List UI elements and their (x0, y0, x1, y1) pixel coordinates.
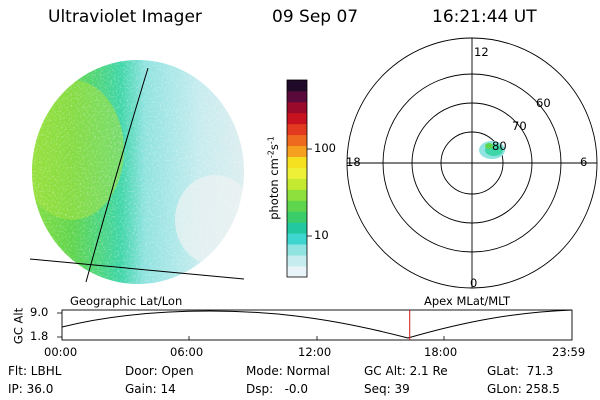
colorbar-segment (287, 80, 307, 92)
gain-status: Gain: 14 (125, 382, 176, 396)
time-tick-1200: 12:00 (298, 345, 332, 359)
gc-alt-status: GC Alt: 2.1 Re (364, 364, 448, 378)
colorbar-segment (287, 167, 307, 179)
filter-status: Flt: LBHL (8, 364, 62, 378)
alt-max-label: 9.0 (30, 305, 49, 319)
polar-label-18: 18 (346, 155, 361, 169)
colorbar-segment (287, 255, 307, 267)
time-tick-2359: 23:59 (552, 345, 586, 359)
colorbar-segment (287, 266, 307, 278)
auroral-spot (479, 141, 505, 159)
door-status: Door: Open (125, 364, 194, 378)
time-label: 16:21:44 UT (432, 7, 537, 27)
colorbar-tick-100: 100 (314, 141, 336, 155)
colorbar-segment (287, 200, 307, 212)
colorbar-tick-10: 10 (314, 228, 329, 242)
time-tick-1800: 18:00 (424, 345, 458, 359)
color-scale-bar (287, 80, 307, 278)
colorbar-segment (287, 156, 307, 168)
mode-status: Mode: Normal (246, 364, 330, 378)
polar-label-70: 70 (512, 119, 527, 133)
geographic-projection-label: Geographic Lat/Lon (70, 294, 183, 308)
dsp-status: Dsp: -0.0 (246, 382, 309, 396)
colorbar-segment (287, 90, 307, 103)
apex-projection-label: Apex MLat/MLT (424, 294, 511, 308)
horizon-line (29, 258, 245, 280)
polar-label-80: 80 (492, 139, 507, 153)
colorbar-segment (287, 134, 307, 147)
polar-label-0: 0 (470, 276, 478, 290)
colorbar-segment (287, 244, 307, 256)
date-label: 09 Sep 07 (272, 7, 359, 27)
colorbar-unit-label: photon cm-2s-1 (266, 136, 282, 220)
gc-alt-axis-label: GC Alt (11, 307, 26, 345)
polar-label-12: 12 (474, 45, 489, 59)
alt-min-label: 1.8 (30, 329, 49, 343)
sequence-status: Seq: 39 (364, 382, 410, 396)
colorbar-segment (287, 101, 307, 114)
colorbar-segment (287, 189, 307, 201)
colorbar-segment (287, 222, 307, 234)
colorbar-segment (287, 211, 307, 223)
colorbar-segment (287, 112, 307, 125)
colorbar-segment (287, 233, 307, 245)
time-tick-0600: 06:00 (170, 345, 204, 359)
time-tick-0000: 00:00 (44, 345, 78, 359)
instrument-title: Ultraviolet Imager (48, 7, 202, 27)
ip-status: IP: 36.0 (8, 382, 54, 396)
polar-label-60: 60 (536, 96, 551, 110)
polar-grid (346, 37, 598, 289)
colorbar-segment (287, 178, 307, 190)
colorbar-segment (287, 123, 307, 136)
terminator-line (85, 67, 149, 283)
glat-status: GLat: 71.3 (487, 364, 554, 378)
colorbar-segment (287, 145, 307, 158)
altitude-curve (61, 309, 573, 339)
earth-disk-image (32, 60, 244, 284)
glon-status: GLon: 258.5 (487, 382, 560, 396)
polar-label-6: 6 (580, 155, 588, 169)
